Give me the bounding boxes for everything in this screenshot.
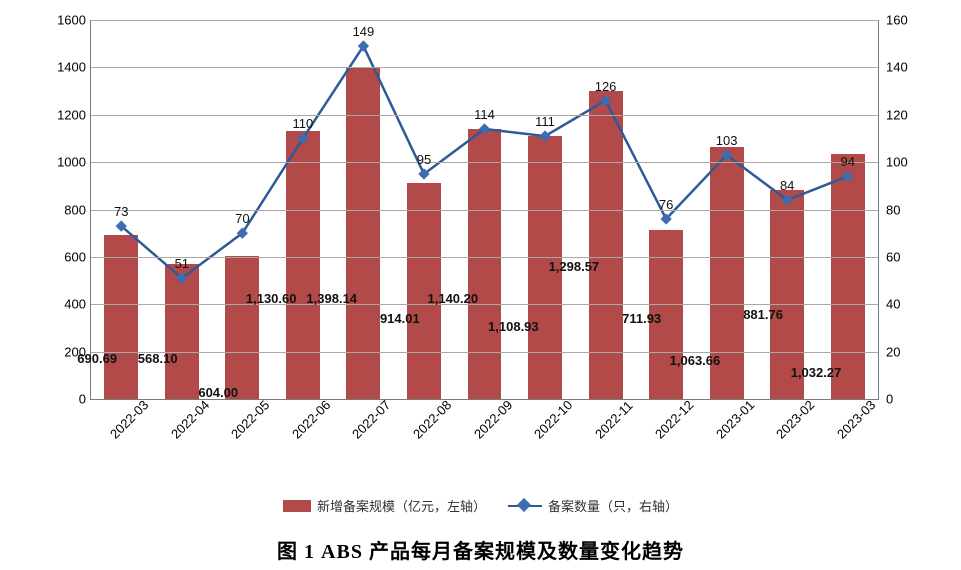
ytick-left: 1400 [36,60,86,75]
ytick-left: 0 [36,392,86,407]
line-value-label: 103 [716,133,738,148]
x-category-label: 2022-11 [592,398,636,442]
x-category-label: 2022-09 [471,397,515,441]
x-category-label: 2022-12 [652,397,696,441]
figure-caption: 图 1 ABS 产品每月备案规模及数量变化趋势 [30,535,931,564]
x-category-label: 2022-10 [531,397,575,441]
line-value-label: 73 [114,204,128,219]
legend: 新增备案规模（亿元，左轴） 备案数量（只，右轴） [30,496,931,515]
line-value-label: 84 [780,178,794,193]
line-value-label: 110 [293,116,314,131]
legend-line: 备案数量（只，右轴） [508,496,678,515]
legend-bar: 新增备案规模（亿元，左轴） [283,496,486,515]
x-category-label: 2022-03 [107,397,151,441]
ytick-right: 40 [886,297,926,312]
bar-value-label: 914.01 [380,311,420,326]
x-category-label: 2022-07 [349,397,393,441]
plot-area: 0200400600800100012001400160002040608010… [90,20,879,400]
bar-value-label: 881.76 [743,307,783,322]
line-value-label: 51 [175,256,189,271]
legend-line-label: 备案数量（只，右轴） [548,496,678,515]
bar-value-label: 1,298.57 [549,259,600,274]
ytick-right: 140 [886,60,926,75]
bar-value-label: 604.00 [198,385,238,400]
bar-value-label: 1,108.93 [488,319,539,334]
line-value-label: 70 [235,211,249,226]
line-value-label: 149 [353,24,375,39]
x-category-label: 2022-06 [289,397,333,441]
x-category-label: 2023-01 [713,397,757,441]
ytick-right: 160 [886,13,926,28]
ytick-left: 1200 [36,107,86,122]
x-category-label: 2022-05 [228,397,272,441]
ytick-left: 1000 [36,155,86,170]
legend-bar-label: 新增备案规模（亿元，左轴） [317,496,486,515]
ytick-left: 1600 [36,13,86,28]
bar-value-label: 568.10 [138,351,178,366]
x-category-label: 2023-02 [773,397,817,441]
ytick-right: 20 [886,344,926,359]
line-value-label: 95 [417,152,431,167]
line-value-label: 126 [595,79,617,94]
line-value-label: 114 [474,107,495,122]
bar-value-label: 1,063.66 [670,353,721,368]
ytick-left: 400 [36,297,86,312]
line-value-label: 94 [840,154,854,169]
x-category-label: 2022-08 [410,397,454,441]
bar-value-label: 1,130.60 [246,291,297,306]
bar-value-label: 1,398.14 [306,291,357,306]
ytick-right: 0 [886,392,926,407]
x-category-label: 2022-04 [168,397,212,441]
ytick-left: 800 [36,202,86,217]
legend-line-swatch [508,499,542,513]
ytick-right: 80 [886,202,926,217]
line-value-label: 76 [659,197,673,212]
bar-value-label: 1,032.27 [791,365,842,380]
ytick-left: 600 [36,249,86,264]
ytick-right: 100 [886,155,926,170]
bar-value-label: 690.69 [77,351,117,366]
bar-value-label: 711.93 [622,311,661,326]
bar-value-label: 1,140.20 [428,291,479,306]
line-value-label: 111 [535,114,555,129]
x-category-label: 2023-03 [834,397,878,441]
ytick-right: 60 [886,249,926,264]
legend-bar-swatch [283,500,311,512]
ytick-right: 120 [886,107,926,122]
